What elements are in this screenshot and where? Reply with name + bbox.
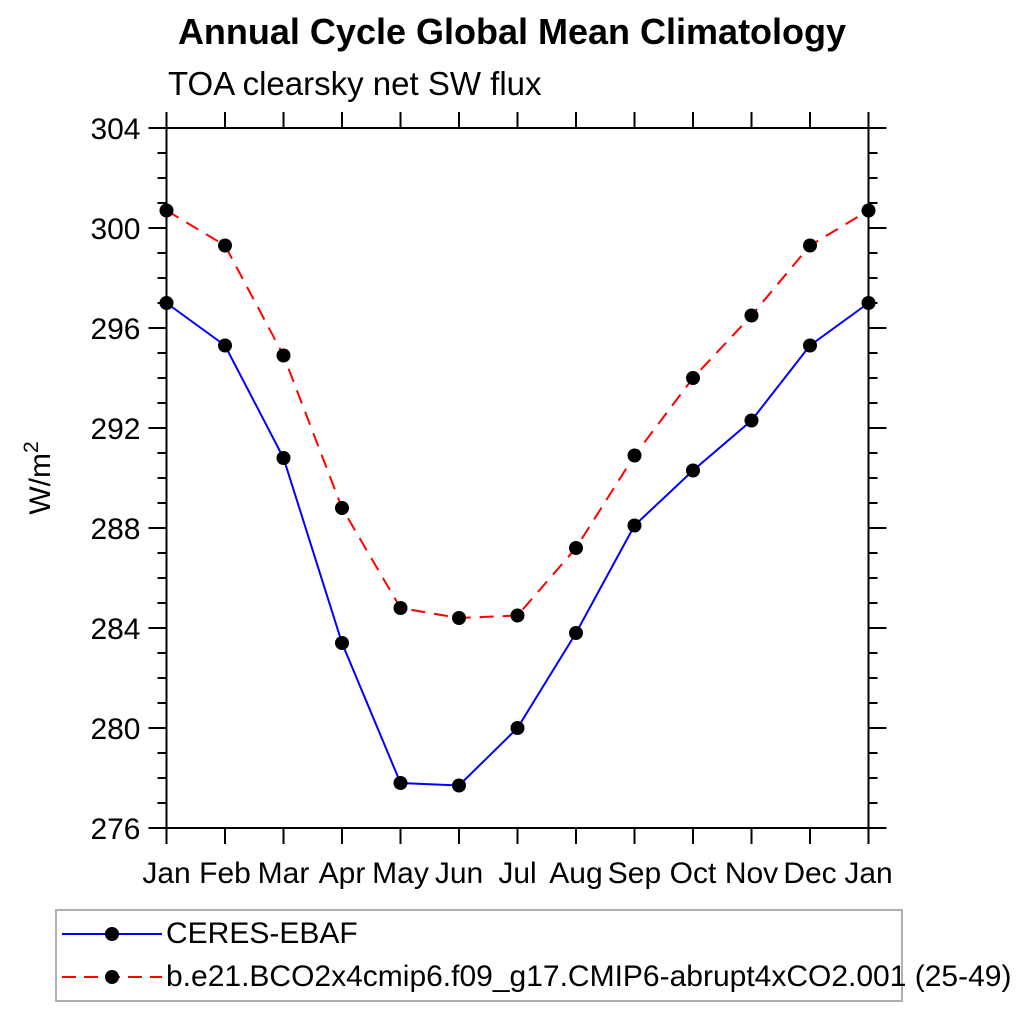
x-tick-label: Feb: [199, 857, 251, 890]
y-tick-label: 296: [90, 313, 140, 346]
series-0-marker: [218, 338, 232, 353]
y-tick-label: 284: [90, 613, 140, 646]
x-tick-label: Jul: [498, 857, 536, 890]
legend-marker-dot: [105, 970, 119, 984]
x-tick-label: Aug: [549, 857, 602, 890]
series-0-marker: [569, 626, 583, 640]
x-tick-label: Jun: [435, 857, 483, 890]
series-0-marker: [803, 338, 817, 353]
series-0-marker: [452, 778, 466, 793]
legend-label-model: b.e21.BCO2x4cmip6.f09_g17.CMIP6-abrupt4x…: [166, 960, 1012, 993]
x-tick-label: Jan: [844, 857, 892, 890]
series-0-marker: [276, 451, 291, 465]
y-tick-label: 280: [90, 713, 140, 746]
y-tick-label: 288: [90, 513, 140, 546]
x-tick-label: May: [372, 857, 429, 890]
x-tick-label: Nov: [725, 857, 778, 890]
legend-sample-line-solid: [62, 927, 162, 941]
series-0-marker: [686, 463, 700, 478]
y-tick-label: 304: [90, 113, 140, 146]
series-1-marker: [861, 203, 876, 218]
y-tick-label: 300: [90, 213, 140, 246]
x-tick-label: Sep: [608, 857, 661, 890]
series-1-marker: [569, 541, 583, 555]
series-0-line: [165, 302, 870, 787]
series-1-marker: [335, 501, 349, 515]
legend-label-ceres-ebaf: CERES-EBAF: [166, 917, 358, 950]
chart-title: Annual Cycle Global Mean Climatology: [177, 11, 847, 52]
series-1-marker: [627, 448, 642, 463]
series-1-marker: [510, 608, 525, 623]
series-1-marker: [393, 601, 408, 615]
chart-subtitle: TOA clearsky net SW flux: [168, 65, 542, 102]
y-tick-label: 276: [90, 813, 140, 846]
legend-row-model: b.e21.BCO2x4cmip6.f09_g17.CMIP6-abrupt4x…: [57, 957, 1011, 997]
series-1-marker: [452, 611, 466, 625]
legend-box: CERES-EBAF b.e21.BCO2x4cmip6.f09_g17.CMI…: [55, 909, 1011, 1002]
legend-marker-dot: [105, 927, 119, 941]
series-1-marker: [686, 371, 700, 385]
legend-sample-line-dashed: [62, 970, 162, 984]
series-1-marker: [159, 203, 174, 218]
series-1-marker: [218, 238, 232, 253]
x-tick-label: Jan: [142, 857, 190, 890]
series-0-marker: [393, 776, 408, 790]
x-tick-label: Apr: [319, 857, 366, 890]
x-tick-label: Mar: [258, 857, 310, 890]
series-1-line: [165, 209, 870, 620]
x-tick-label: Oct: [670, 857, 717, 890]
y-tick-label: 292: [90, 413, 140, 446]
series-0-marker: [159, 296, 174, 310]
series-0-marker: [861, 296, 876, 310]
series-0-marker: [335, 636, 349, 650]
legend-row-ceres-ebaf: CERES-EBAF: [57, 914, 901, 954]
series-0-marker: [627, 518, 642, 533]
y-axis-title: W/m2: [20, 441, 57, 514]
series-1-marker: [803, 238, 817, 253]
series-0-marker: [510, 721, 525, 735]
series-1-marker: [744, 308, 759, 323]
series-1-marker: [276, 348, 291, 363]
series-0-marker: [744, 413, 759, 428]
x-tick-label: Dec: [783, 857, 836, 890]
